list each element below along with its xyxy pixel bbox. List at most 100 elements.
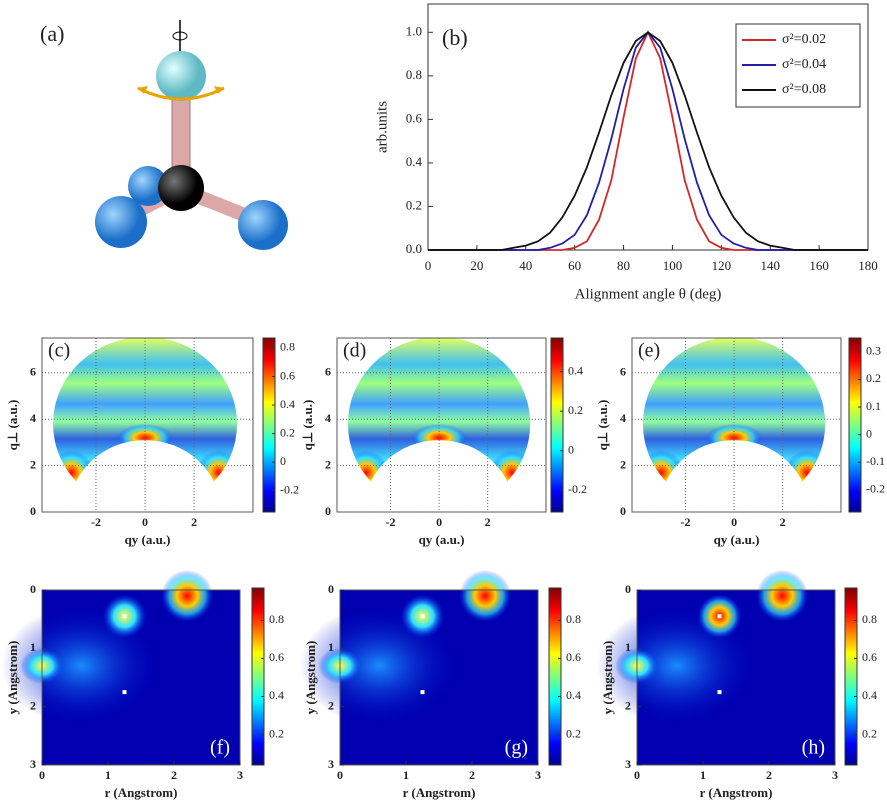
legend-label: σ²=0.08 <box>782 82 826 97</box>
heatmap-body <box>42 338 253 512</box>
y-tick-label: 0 <box>30 582 36 596</box>
panel-label: (h) <box>802 737 825 759</box>
colorbar-tick-label: 0.4 <box>269 688 284 702</box>
heatmap-peak <box>490 451 534 495</box>
colorbar-tick-label: 0.4 <box>862 688 877 702</box>
colorbar-tick-label: 0.6 <box>269 650 284 664</box>
colorbar-tick-label: 0.4 <box>566 688 581 702</box>
colorbar-tick-label: 0.8 <box>269 612 284 626</box>
colorbar-tick-label: 0.6 <box>280 368 295 382</box>
heatmap-image <box>597 570 835 765</box>
x-axis-label: qy (a.u.) <box>419 532 465 547</box>
x-tick-label: -2 <box>385 515 395 529</box>
y-axis-label: q⊥ (a.u.) <box>300 400 315 451</box>
page: {"diagram": {"label": "(a)"}, "chart_dat… <box>0 0 887 805</box>
x-tick-label: 0 <box>142 515 148 529</box>
x-axis-label: Alignment angle θ (deg) <box>575 286 722 302</box>
x-tick-label: 3 <box>237 768 243 782</box>
panel-label: (b) <box>442 25 468 50</box>
colorbar <box>849 338 861 512</box>
x-tick-label: 1 <box>105 768 111 782</box>
x-axis-label: r (Angstrom) <box>700 785 773 800</box>
x-tick-label: 40 <box>519 258 532 273</box>
colorbar-tick-label: 0.6 <box>566 650 581 664</box>
y-tick-label: 0.0 <box>406 241 422 256</box>
heatmap-peak <box>756 570 808 622</box>
marker <box>123 690 127 694</box>
x-tick-label: 80 <box>617 258 630 273</box>
colorbar-tick-label: 0 <box>280 454 286 468</box>
y-tick-label: 4 <box>620 411 626 425</box>
x-axis-label: qy (a.u.) <box>125 532 171 547</box>
x-tick-label: 0 <box>731 515 737 529</box>
heatmap-peak <box>459 570 511 622</box>
x-tick-label: 2 <box>191 515 197 529</box>
y-tick-label: 3 <box>328 757 334 771</box>
x-tick-label: -2 <box>680 515 690 529</box>
y-tick-label: 0 <box>625 582 631 596</box>
colorbar <box>845 588 857 765</box>
atom <box>156 51 206 101</box>
y-tick-label: 4 <box>325 411 331 425</box>
x-tick-label: 2 <box>766 768 772 782</box>
heatmap-peak <box>161 570 213 622</box>
heatmap-image <box>632 338 841 512</box>
heatmap-body <box>632 338 841 512</box>
heatmap-peak <box>639 451 683 495</box>
heatmap-image <box>300 570 538 765</box>
y-tick-label: 2 <box>325 457 331 471</box>
y-axis-label: y (Angstrom) <box>303 641 318 715</box>
x-tick-label: 160 <box>809 258 829 273</box>
colorbar-tick-label: 0.2 <box>862 726 877 740</box>
x-tick-label: 2 <box>171 768 177 782</box>
y-tick-label: 0.8 <box>406 67 422 82</box>
y-tick-label: 2 <box>30 698 36 712</box>
heatmap-peak <box>49 451 93 495</box>
x-tick-label: 3 <box>535 768 541 782</box>
x-tick-label: 180 <box>858 258 878 273</box>
x-axis-label: r (Angstrom) <box>105 785 178 800</box>
y-tick-label: 1.0 <box>406 23 422 38</box>
colorbar-tick-label: 0 <box>568 442 574 456</box>
x-tick-label: 1 <box>403 768 409 782</box>
x-tick-label: 0 <box>39 768 45 782</box>
heatmap-peak <box>785 451 829 495</box>
colorbar <box>551 338 563 512</box>
y-axis-label: y (Angstrom) <box>5 641 20 715</box>
x-tick-label: 1 <box>700 768 706 782</box>
colorbar-tick-label: -0.2 <box>568 482 587 496</box>
panel-label: (e) <box>638 340 660 362</box>
colorbar-tick-label: 0.2 <box>280 425 295 439</box>
y-tick-label: 0 <box>328 582 334 596</box>
colorbar-tick-label: 0.8 <box>862 612 877 626</box>
y-tick-label: 2 <box>328 698 334 712</box>
colorbar-tick-label: 0.2 <box>568 403 583 417</box>
y-tick-label: 0.6 <box>406 110 423 125</box>
atom <box>95 196 147 248</box>
y-tick-label: 0 <box>620 504 626 518</box>
x-tick-label: 2 <box>780 515 786 529</box>
x-tick-label: 100 <box>663 258 683 273</box>
y-tick-label: 0 <box>30 504 36 518</box>
y-axis-label: q⊥ (a.u.) <box>5 400 20 451</box>
atom <box>238 200 288 250</box>
marker <box>421 690 425 694</box>
y-tick-label: 3 <box>30 757 36 771</box>
y-tick-label: 6 <box>325 365 331 379</box>
panel-label: (c) <box>48 340 70 362</box>
colorbar-tick-label: 0.4 <box>280 397 295 411</box>
y-tick-label: 1 <box>625 640 631 654</box>
x-tick-label: 0 <box>634 768 640 782</box>
colorbar <box>263 338 275 512</box>
legend-label: σ²=0.02 <box>782 32 826 47</box>
x-tick-label: 0 <box>337 768 343 782</box>
y-tick-label: 6 <box>620 365 626 379</box>
x-axis-label: r (Angstrom) <box>403 785 476 800</box>
heatmap-body <box>337 338 546 512</box>
panel-label: (f) <box>210 737 230 759</box>
marker <box>718 690 722 694</box>
colorbar <box>252 588 264 765</box>
marker <box>123 614 127 618</box>
panel-label: (g) <box>505 737 528 759</box>
x-tick-label: 3 <box>832 768 838 782</box>
